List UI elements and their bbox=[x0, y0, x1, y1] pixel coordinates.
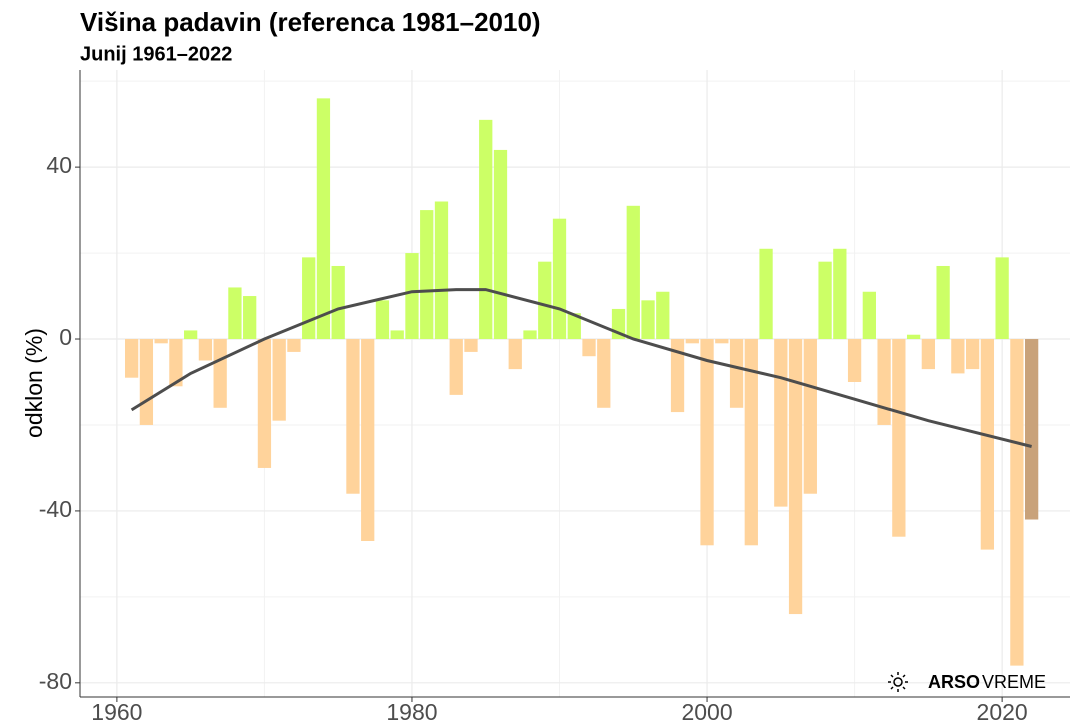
bar bbox=[567, 313, 581, 340]
bar bbox=[892, 339, 906, 537]
bar bbox=[685, 339, 699, 344]
bar bbox=[169, 339, 183, 387]
bar bbox=[257, 339, 272, 468]
bar bbox=[965, 339, 980, 370]
bar bbox=[464, 339, 478, 352]
bar bbox=[139, 339, 154, 425]
y-tick-label: -40 bbox=[39, 496, 72, 522]
bar bbox=[316, 98, 331, 340]
bar bbox=[936, 265, 950, 340]
bar bbox=[951, 339, 965, 374]
bar bbox=[597, 339, 611, 408]
bar bbox=[833, 248, 847, 340]
bar bbox=[361, 339, 375, 542]
bar bbox=[405, 253, 419, 340]
bar bbox=[862, 291, 876, 340]
bar bbox=[656, 291, 670, 340]
bar bbox=[479, 119, 493, 340]
trend-line bbox=[130, 288, 1032, 448]
bar bbox=[198, 339, 213, 361]
bar bbox=[715, 339, 729, 344]
x-tick-label: 2020 bbox=[977, 699, 1028, 722]
x-tick-label: 1980 bbox=[386, 699, 437, 722]
x-tick-label: 1960 bbox=[91, 699, 142, 722]
bar bbox=[243, 296, 257, 340]
bar bbox=[434, 201, 449, 340]
bar bbox=[641, 300, 655, 340]
bar bbox=[818, 261, 832, 340]
bar bbox=[493, 149, 508, 340]
bar bbox=[921, 339, 935, 370]
bar bbox=[538, 261, 552, 340]
bar bbox=[759, 248, 773, 340]
bar bbox=[331, 265, 345, 340]
bar bbox=[449, 339, 463, 395]
chart-title: Višina padavin (referenca 1981–2010) bbox=[80, 7, 541, 37]
bar bbox=[375, 300, 390, 340]
y-tick-label: 0 bbox=[59, 324, 72, 350]
bar bbox=[154, 339, 168, 344]
bar bbox=[1025, 339, 1039, 520]
bar bbox=[420, 210, 434, 340]
bar bbox=[670, 339, 685, 413]
bar bbox=[980, 339, 995, 550]
bar bbox=[552, 218, 567, 340]
watermark-brand: ARSO bbox=[928, 672, 980, 692]
bar bbox=[729, 339, 744, 408]
bar bbox=[390, 330, 404, 340]
bar bbox=[508, 339, 522, 370]
chart-subtitle: Junij 1961–2022 bbox=[80, 43, 232, 65]
bar bbox=[744, 339, 758, 546]
bar bbox=[228, 287, 242, 340]
bar bbox=[213, 339, 227, 408]
y-tick-label: -80 bbox=[39, 668, 72, 694]
bar bbox=[995, 257, 1009, 340]
bar bbox=[346, 339, 360, 494]
bar bbox=[125, 339, 139, 378]
bar bbox=[877, 339, 891, 425]
x-tick-label: 2000 bbox=[681, 699, 732, 722]
bar bbox=[774, 339, 788, 507]
bar bbox=[287, 339, 301, 352]
bar bbox=[523, 330, 537, 340]
y-tick-label: 40 bbox=[46, 152, 72, 178]
bar bbox=[788, 339, 803, 615]
bar bbox=[582, 339, 596, 357]
bar bbox=[302, 257, 316, 340]
bar bbox=[1010, 339, 1024, 666]
watermark: ARSO VREME bbox=[888, 672, 1046, 692]
bar bbox=[184, 330, 198, 340]
bar bbox=[700, 339, 714, 546]
bar bbox=[626, 205, 640, 340]
bar bbox=[906, 334, 921, 340]
watermark-icon bbox=[888, 672, 908, 692]
bar bbox=[803, 339, 817, 494]
bar bbox=[272, 339, 286, 421]
y-axis-label: odklon (%) bbox=[21, 328, 47, 438]
watermark-text: VREME bbox=[982, 672, 1046, 692]
bar bbox=[847, 339, 862, 382]
